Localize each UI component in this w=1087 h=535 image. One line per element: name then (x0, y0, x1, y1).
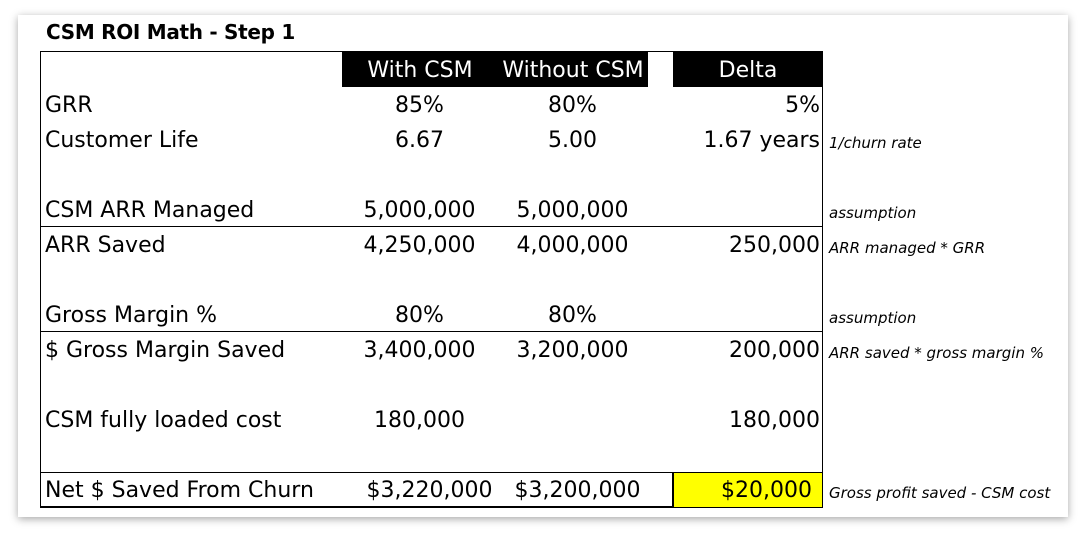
row-label: $ Gross Margin Saved (45, 338, 286, 363)
with-csm-value: 180,000 (374, 408, 465, 433)
with-csm-value: 3,400,000 (363, 338, 476, 363)
with-csm-value: 80% (395, 303, 444, 328)
with-csm-value: 5,000,000 (363, 198, 476, 223)
without-csm-value: 5.00 (548, 128, 597, 153)
without-csm-value: 80% (548, 303, 597, 328)
note-gross-margin-pct: assumption (829, 309, 917, 327)
delta-value: 5% (785, 93, 820, 118)
without-csm-value: 5,000,000 (516, 198, 629, 223)
row-label: Customer Life (45, 128, 199, 153)
divider (40, 226, 823, 227)
net-saved-box (40, 472, 673, 508)
sheet-title: CSM ROI Math - Step 1 (46, 20, 295, 44)
delta-value: 180,000 (729, 408, 820, 433)
header-without-csm: Without CSM (498, 51, 648, 87)
header-delta: Delta (673, 51, 823, 87)
note-arr-managed: assumption (829, 204, 917, 222)
row-gross-margin-pct: Gross Margin % 80% 80% (40, 298, 823, 333)
delta-value (672, 193, 820, 228)
delta-value: 1.67 years (703, 128, 820, 153)
delta-value: 250,000 (729, 233, 820, 258)
net-delta-highlight: $20,000 (673, 472, 823, 508)
header-with-csm: With CSM (342, 51, 498, 87)
delta-value: 200,000 (729, 338, 820, 363)
without-csm-value: 3,200,000 (516, 338, 629, 363)
row-gross-margin-saved: $ Gross Margin Saved 3,400,000 3,200,000… (40, 333, 823, 368)
sheet-card (18, 15, 1068, 517)
without-csm-value (495, 403, 650, 438)
with-csm-value: 85% (395, 93, 444, 118)
row-label: CSM fully loaded cost (45, 408, 282, 433)
with-csm-value: 4,250,000 (363, 233, 476, 258)
row-label: Net $ Saved From Churn (45, 478, 314, 503)
note-gross-margin-saved: ARR saved * gross margin % (829, 344, 1044, 362)
row-label: GRR (45, 93, 93, 118)
delta-value (672, 298, 820, 333)
without-csm-value: 80% (548, 93, 597, 118)
note-net-saved: Gross profit saved - CSM cost (829, 484, 1051, 502)
row-label: CSM ARR Managed (45, 198, 255, 223)
row-grr: GRR 85% 80% 5% (40, 88, 823, 123)
row-label: Gross Margin % (45, 303, 218, 328)
without-csm-value: 4,000,000 (516, 233, 629, 258)
row-arr-managed: CSM ARR Managed 5,000,000 5,000,000 (40, 193, 823, 228)
with-csm-value: 6.67 (395, 128, 444, 153)
row-arr-saved: ARR Saved 4,250,000 4,000,000 250,000 (40, 228, 823, 263)
note-arr-saved: ARR managed * GRR (829, 239, 986, 257)
with-csm-value: $3,220,000 (366, 478, 493, 503)
row-customer-life: Customer Life 6.67 5.00 1.67 years (40, 123, 823, 158)
row-net-saved: Net $ Saved From Churn $3,220,000 $3,200… (40, 473, 823, 508)
row-label: ARR Saved (45, 233, 166, 258)
without-csm-value: $3,200,000 (514, 478, 641, 503)
note-customer-life: 1/churn rate (829, 134, 922, 152)
row-csm-cost: CSM fully loaded cost 180,000 180,000 (40, 403, 823, 438)
divider (40, 331, 823, 332)
